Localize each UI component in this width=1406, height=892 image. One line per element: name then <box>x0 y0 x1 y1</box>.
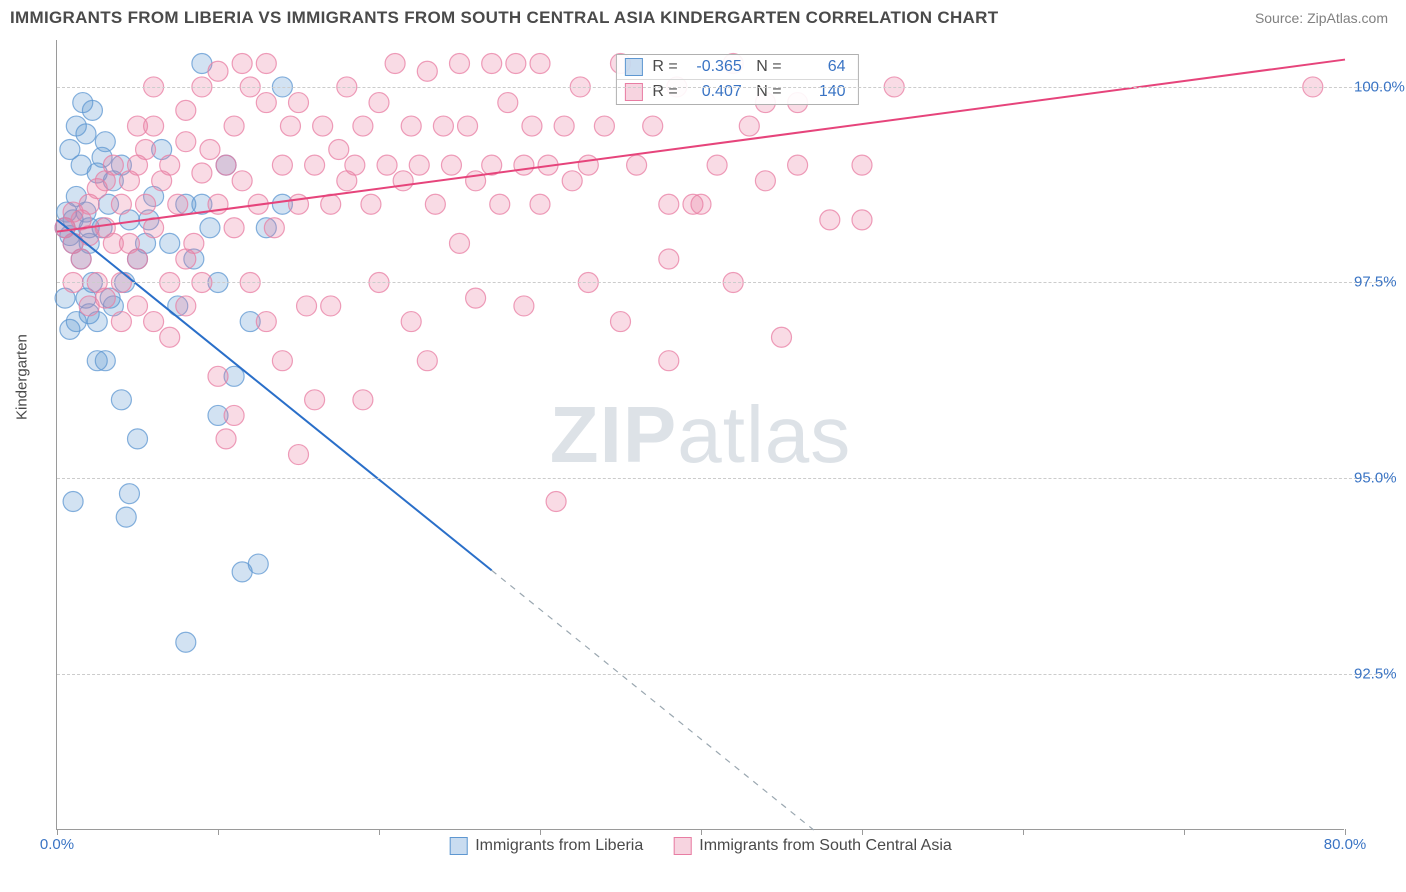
legend-item-southcentralasia: Immigrants from South Central Asia <box>673 837 952 855</box>
y-tick-label: 97.5% <box>1354 274 1397 291</box>
y-tick-label: 95.0% <box>1354 470 1397 487</box>
chart-plot-area: ZIPatlas R =-0.365 N =64 R =0.407 N =140… <box>56 40 1344 830</box>
y-tick-label: 92.5% <box>1354 665 1397 682</box>
y-tick-label: 100.0% <box>1354 78 1405 95</box>
x-tick-label: 0.0% <box>40 836 74 853</box>
scatter-svg <box>57 40 1344 829</box>
stats-row-liberia: R =-0.365 N =64 <box>616 55 857 80</box>
title-bar: IMMIGRANTS FROM LIBERIA VS IMMIGRANTS FR… <box>0 0 1406 34</box>
swatch-southcentralasia <box>624 83 642 101</box>
legend-bottom: Immigrants from Liberia Immigrants from … <box>449 837 952 855</box>
chart-title: IMMIGRANTS FROM LIBERIA VS IMMIGRANTS FR… <box>10 8 998 28</box>
y-axis-label: Kindergarten <box>14 334 31 420</box>
swatch-liberia <box>624 58 642 76</box>
source-label: Source: ZipAtlas.com <box>1255 10 1388 26</box>
legend-swatch-liberia <box>449 837 467 855</box>
x-tick-label: 80.0% <box>1324 836 1367 853</box>
legend-swatch-southcentralasia <box>673 837 691 855</box>
stats-row-southcentralasia: R =0.407 N =140 <box>616 80 857 104</box>
stats-legend-box: R =-0.365 N =64 R =0.407 N =140 <box>615 54 858 105</box>
legend-item-liberia: Immigrants from Liberia <box>449 837 643 855</box>
